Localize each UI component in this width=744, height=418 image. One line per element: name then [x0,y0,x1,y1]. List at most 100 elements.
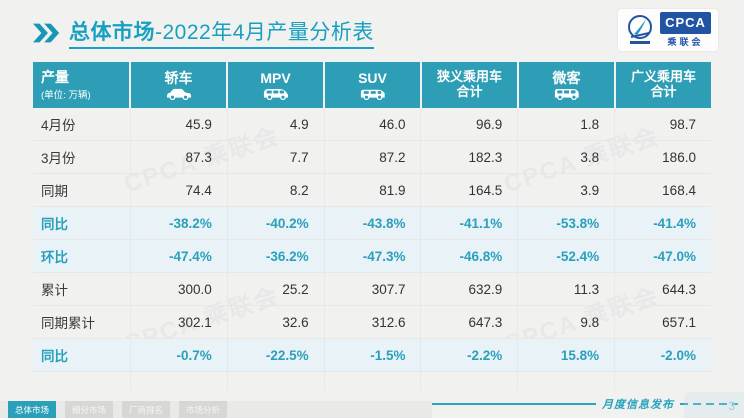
cell-value: 300.0 [131,273,228,305]
row-label: 同比 [33,207,131,239]
footer-dashes [680,403,738,405]
cell-value: -36.2% [228,240,325,272]
table-empty-row [33,372,711,391]
page-title-suffix: -2022年4月产量分析表 [155,21,374,44]
cell-value: 4.9 [228,108,325,140]
page-title: 总体市场-2022年4月产量分析表 [69,16,374,49]
cell-value: 74.4 [131,174,228,206]
header-label: 广义乘用车 [630,69,696,85]
cell-value: -0.7% [131,339,228,371]
header-label-line2: 合计 [650,84,677,99]
cell-value: 7.7 [228,141,325,173]
page-number: 3 [728,399,735,413]
table-row: 同期 74.4 8.2 81.9 164.5 3.9 168.4 [33,174,711,207]
header-label: 轿车 [164,69,193,86]
cell-value: 81.9 [325,174,422,206]
cell-value: -46.8% [421,240,519,272]
header-cell-suv: SUV [325,62,422,108]
cell-value: -41.1% [421,207,519,239]
cell-value: -1.5% [325,339,422,371]
cell-value: -47.3% [325,240,422,272]
header-label: 狭义乘用车 [436,69,502,85]
table-row: 同比 -38.2% -40.2% -43.8% -41.1% -53.8% -41.4% [33,207,711,240]
cell-value: -43.8% [325,207,422,239]
header-cell-microvan: 微客 [519,62,616,108]
header-cell-broad-pv: 广义乘用车 合计 [616,62,711,108]
cpca-logo: CPCA 乘联会 [618,9,718,51]
cell-value: 182.3 [421,141,519,173]
cell-value: -52.4% [518,240,616,272]
page-title-prefix: 总体市场 [69,21,155,44]
corner-watermark [684,392,744,418]
sheet-tab-1[interactable]: 总体市场 [8,401,57,418]
microvan-icon [554,89,579,101]
header-label: MPV [260,69,291,86]
row-label: 同比 [33,339,131,371]
production-table: 产量 (单位: 万辆) 轿车 MPV SUV [33,62,711,391]
cell-value: 46.0 [325,108,422,140]
sheet-tab-4[interactable]: 市场分析 [179,401,228,418]
cell-value: 98.7 [669,116,696,132]
cell-value: 307.7 [325,273,422,305]
sheet-tab-3[interactable]: 厂商排名 [122,401,171,418]
header-cell-metric: 产量 (单位: 万辆) [33,62,131,108]
cpca-subtitle: 乘联会 [667,36,704,47]
cell-value: 657.1 [662,314,696,330]
header-metric-title: 产量 [41,69,69,86]
table-row: 3月份 87.3 7.7 87.2 182.3 3.8 186.0 [33,141,711,174]
sheet-tab-2[interactable]: 细分市场 [65,401,114,418]
cell-value: -53.8% [518,207,616,239]
cell-value: 32.6 [228,306,325,338]
footer-script-text: 月度信息发布 [602,399,674,411]
header-cell-narrow-pv: 狭义乘用车 合计 [422,62,519,108]
cell-value: 15.8% [518,339,616,371]
table-row: 累计 300.0 25.2 307.7 632.9 11.3 644.3 [33,273,711,306]
cell-value: 1.8 [518,108,616,140]
cell-value: -2.0% [660,347,696,363]
table-row: 同比 -0.7% -22.5% -1.5% -2.2% 15.8% -2.0% [33,339,711,372]
cell-value: -47.0% [653,248,696,264]
cell-value: -41.4% [653,215,696,231]
header-label: SUV [358,69,387,86]
suv-icon [360,89,385,101]
cell-value: 11.3 [518,273,616,305]
table-body: 4月份 45.9 4.9 46.0 96.9 1.8 98.7 3月份 87.3 7.7 87.2 1… [33,108,711,372]
cell-value: 3.8 [518,141,616,173]
sedan-icon [166,88,191,101]
cell-value: 168.4 [662,182,696,198]
cell-value: 45.9 [131,108,228,140]
mpv-icon [263,89,288,101]
row-label: 环比 [33,240,131,272]
double-chevron-icon [33,23,60,42]
table-row: 环比 -47.4% -36.2% -47.3% -46.8% -52.4% -47.0% [33,240,711,273]
sheet-tabs-bar: 总体市场 细分市场 厂商排名 市场分析 [0,401,432,418]
cell-value: -47.4% [131,240,228,272]
header-cell-sedan: 轿车 [131,62,228,108]
cell-value: 644.3 [662,281,696,297]
cell-value: 632.9 [421,273,519,305]
cpca-badge: CPCA [660,12,711,34]
header-label-line2: 合计 [456,84,483,99]
cell-value: 8.2 [228,174,325,206]
cell-value: 647.3 [421,306,519,338]
header-cell-mpv: MPV [228,62,325,108]
cell-value: 302.1 [131,306,228,338]
cell-value: 3.9 [518,174,616,206]
row-label: 4月份 [33,108,131,140]
row-label: 同期 [33,174,131,206]
row-label: 3月份 [33,141,131,173]
header-metric-unit: (单位: 万辆) [41,89,91,101]
cell-value: 87.2 [325,141,422,173]
cell-value: 25.2 [228,273,325,305]
title-bar: 总体市场-2022年4月产量分析表 [33,16,374,49]
table-row: 同期累计 302.1 32.6 312.6 647.3 9.8 657.1 [33,306,711,339]
cell-value: 164.5 [421,174,519,206]
table-row: 4月份 45.9 4.9 46.0 96.9 1.8 98.7 [33,108,711,141]
cpca-emblem-icon [628,15,653,44]
cell-value: 9.8 [518,306,616,338]
cell-value: -40.2% [228,207,325,239]
row-label: 累计 [33,273,131,305]
cell-value: 312.6 [325,306,422,338]
cell-value: -38.2% [131,207,228,239]
